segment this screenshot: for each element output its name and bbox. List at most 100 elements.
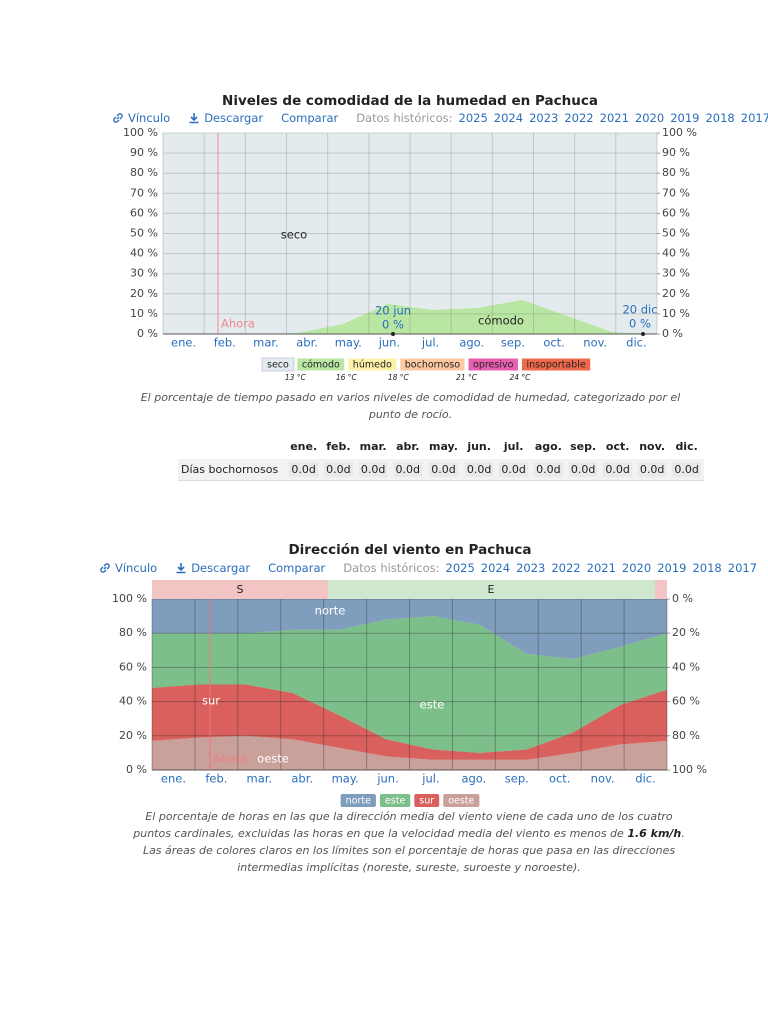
year-link[interactable]: 2018 [705,111,735,125]
x-tick-label: abr. [291,772,313,786]
legend-label: cómodo [302,360,340,371]
y2-tick-label: 0 % [662,327,683,340]
header-row: ene. feb. mar. abr. may. jun. jul. ago. sep. oct.… [178,437,704,459]
legend: norte este sur oeste [340,794,480,807]
band-label: E [488,583,495,596]
year-link[interactable]: 2017 [727,561,758,575]
value-cell: 0.0d [600,459,635,481]
y2-tick-label: 60 % [662,206,690,219]
year-link[interactable]: 2017 [740,111,768,125]
year-link[interactable]: 2021 [599,111,629,125]
y2-tick-label: 80 % [662,166,690,179]
direction-band [655,580,667,599]
year-link[interactable]: 2025 [458,111,488,125]
year-link[interactable]: 2018 [692,561,722,575]
y2-tick-label: 80 % [672,729,700,742]
area [152,599,667,659]
x-tick-label: feb. [205,772,227,786]
header-cell: ene. [290,440,318,453]
legend-threshold: 13 °C [285,373,307,382]
y2-tick-label: 60 % [672,695,700,708]
humidity-chart: 0 % 10 % 20 % 30 % 40 % 50 % 60 % 70 % 80 % 90 % 1… [123,126,697,350]
area [152,735,667,770]
legend-swatch [347,357,398,372]
cell-value: 0.0d [464,462,494,477]
area-label: norte [315,604,346,618]
compare-button[interactable]: Comparar [268,561,326,575]
area-label: oeste [257,752,289,766]
y-tick-label: 50 % [130,227,158,240]
header-cell: jun. [467,440,491,453]
value-cell: 0.0d [565,459,601,481]
area [152,684,667,760]
year-link[interactable]: 2024 [480,561,511,575]
y2-tick-label: 90 % [662,146,690,159]
download-button[interactable]: Descargar [188,111,263,125]
year-link[interactable]: 2022 [564,111,594,125]
year-link[interactable]: 2020 [621,561,652,575]
y-tick-label: 60 % [119,660,147,673]
y2-tick-label: 40 % [672,660,700,673]
header-cell: mar. [359,440,387,453]
cell-value: 0.0d [324,462,353,477]
year-link[interactable]: 2022 [551,561,581,575]
legend-label: seco [267,360,289,371]
download-label: Descargar [191,561,251,575]
x-tick-label: dic. [626,336,646,350]
legend-swatch [443,794,480,807]
header-cell: ago. [534,440,562,453]
year-link[interactable]: 2020 [634,111,665,125]
y-tick-label: 20 % [130,287,158,300]
caption-text: El porcentaje de horas en las que la dir… [133,810,673,840]
annotation-dot [641,332,645,336]
y2-tick-label: 100 % [672,763,707,776]
y2-tick-label: 50 % [662,227,690,240]
history-label: Datos históricos: [343,561,440,575]
compare-button[interactable]: Comparar [281,111,339,125]
legend-label: húmedo [353,360,392,371]
legend-threshold: 21 °C [456,373,478,382]
year-link[interactable]: 2019 [657,561,687,575]
x-tick-label: dic. [635,772,655,786]
cell-value: 0.0d [637,462,667,477]
x-tick-label: sep. [501,336,525,350]
legend-label: oeste [448,796,474,807]
area [152,616,667,753]
x-tick-label: feb. [214,336,236,350]
year-link[interactable]: 2023 [529,111,559,125]
link-button[interactable]: Vínculo [99,561,157,575]
header-cell [178,437,286,459]
cell-value: 0.0d [393,462,423,477]
x-tick-label: jun. [376,772,398,786]
y-tick-label: 0 % [137,327,158,340]
x-tick-label: jul. [421,772,439,786]
year-link[interactable]: 2024 [493,111,524,125]
header-cell: dic. [675,440,698,453]
y-tick-label: 80 % [130,166,158,179]
area [163,133,657,334]
x-tick-label: mar. [247,772,273,786]
legend-swatch [340,794,376,807]
x-tick-label: sep. [505,772,529,786]
x-tick-label: oct. [543,336,565,350]
year-link[interactable]: 2023 [516,561,546,575]
year-link[interactable]: 2019 [670,111,700,125]
year-link[interactable]: 2021 [586,561,616,575]
area-label: seco [281,228,307,242]
y-tick-label: 0 % [126,763,147,776]
y2-tick-label: 20 % [672,626,700,639]
x-tick-label: nov. [591,772,615,786]
chart-title: Niveles de comodidad de la humedad en Pa… [222,93,598,109]
legend-swatch [520,357,592,372]
cell-value: 0.0d [534,462,563,477]
download-button[interactable]: Descargar [175,561,250,575]
caption-text: . Las áreas de colores claros en los lím… [142,827,685,874]
x-tick-label: ago. [461,772,486,786]
area-label: sur [202,694,220,708]
area-label: este [420,698,445,712]
link-button[interactable]: Vínculo [112,111,170,125]
legend-swatch [296,357,346,372]
year-link[interactable]: 2025 [445,561,475,575]
